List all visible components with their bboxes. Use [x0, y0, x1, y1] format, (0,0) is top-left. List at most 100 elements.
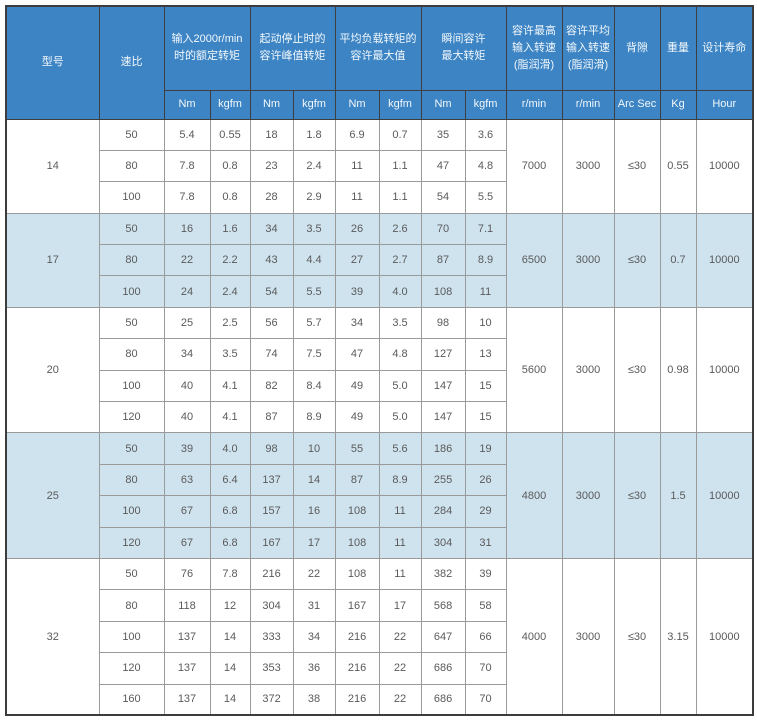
value-cell: 137 — [163, 652, 211, 685]
value-cell: 16 — [163, 212, 211, 246]
ratio-cell: 50 — [98, 118, 165, 151]
value-cell: 19 — [464, 432, 507, 465]
unit-kgfm-2: kgfm — [292, 89, 336, 120]
ratio-cell: 80 — [98, 244, 165, 277]
unit-arcsec: Arc Sec — [613, 89, 661, 120]
value-cell: 11 — [378, 557, 422, 591]
value-cell: 1.1 — [378, 149, 422, 183]
value-cell: 3.6 — [464, 118, 507, 151]
model-cell: 20 — [5, 306, 100, 434]
value-cell: 70 — [464, 652, 507, 685]
value-cell: 372 — [249, 683, 294, 716]
model-cell: 32 — [5, 557, 100, 716]
value-cell: 2.4 — [292, 149, 336, 183]
value-cell: 8.9 — [378, 463, 422, 497]
value-cell: 137 — [249, 463, 294, 497]
avg-input-speed-cell: 3000 — [561, 557, 615, 716]
value-cell: 98 — [420, 306, 466, 340]
value-cell: 27 — [334, 244, 380, 277]
value-cell: 108 — [334, 557, 380, 591]
value-cell: 11 — [464, 275, 507, 308]
header-avg-load-torque: 平均负载转矩的 容许最大值 — [334, 5, 422, 91]
table-row: 25 50 39 4.0 98 10 55 5.6 186 19 4800 3000 ≤30 1.5 100… — [5, 432, 754, 559]
model-cell: 25 — [5, 432, 100, 559]
value-cell: 38 — [292, 683, 336, 716]
ratio-cell: 100 — [98, 495, 165, 528]
value-cell: 47 — [334, 338, 380, 371]
value-cell: 216 — [334, 683, 380, 716]
value-cell: 6.8 — [209, 526, 251, 559]
unit-nm-2: Nm — [249, 89, 294, 120]
value-cell: 8.9 — [292, 401, 336, 434]
value-cell: 5.0 — [378, 369, 422, 403]
header-model: 型号 — [5, 5, 100, 120]
design-life-cell: 10000 — [695, 557, 754, 716]
header-rated-torque: 输入2000r/min 时的额定转矩 — [163, 5, 251, 91]
value-cell: 4.1 — [209, 369, 251, 403]
header-unit-row: Nm kgfm Nm kgfm Nm kgfm Nm kgfm r/min r/… — [6, 89, 754, 120]
unit-nm-1: Nm — [163, 89, 211, 120]
value-cell: 66 — [464, 620, 507, 654]
avg-input-speed-cell: 3000 — [561, 306, 615, 434]
value-cell: 4.8 — [464, 149, 507, 183]
header-backlash: 背隙 — [613, 5, 661, 91]
value-cell: 686 — [420, 652, 466, 685]
value-cell: 304 — [249, 589, 294, 622]
value-cell: 167 — [249, 526, 294, 559]
value-cell: 2.9 — [292, 181, 336, 214]
value-cell: 98 — [249, 432, 294, 465]
value-cell: 76 — [163, 557, 211, 591]
value-cell: 36 — [292, 652, 336, 685]
value-cell: 11 — [378, 495, 422, 528]
value-cell: 14 — [209, 620, 251, 654]
value-cell: 34 — [163, 338, 211, 371]
model-cell: 14 — [5, 118, 100, 214]
value-cell: 15 — [464, 369, 507, 403]
table-row: 32 50 76 7.8 216 22 108 11 382 39 4000 3000 ≤30 3.15 1… — [5, 557, 754, 716]
value-cell: 1.6 — [209, 212, 251, 246]
value-cell: 0.55 — [209, 118, 251, 151]
value-cell: 25 — [163, 306, 211, 340]
value-cell: 34 — [249, 212, 294, 246]
backlash-cell: ≤30 — [613, 557, 661, 716]
header-main-row: 型号 速比 输入2000r/min 时的额定转矩 起动停止时的 容许峰值转矩 平… — [5, 5, 754, 120]
ratio-cell: 100 — [98, 275, 165, 308]
value-cell: 6.4 — [209, 463, 251, 497]
value-cell: 13 — [464, 338, 507, 371]
value-cell: 5.6 — [378, 432, 422, 465]
value-cell: 67 — [163, 526, 211, 559]
value-cell: 87 — [420, 244, 466, 277]
value-cell: 22 — [378, 652, 422, 685]
backlash-cell: ≤30 — [613, 432, 661, 559]
value-cell: 11 — [378, 526, 422, 559]
ratio-cell: 80 — [98, 463, 165, 497]
avg-input-speed-cell: 3000 — [561, 118, 615, 214]
value-cell: 22 — [378, 683, 422, 716]
unit-kgfm-4: kgfm — [464, 89, 507, 120]
value-cell: 4.0 — [378, 275, 422, 308]
value-cell: 47 — [420, 149, 466, 183]
max-input-speed-cell: 5600 — [505, 306, 563, 434]
ratio-cell: 80 — [98, 589, 165, 622]
value-cell: 2.2 — [209, 244, 251, 277]
value-cell: 10 — [464, 306, 507, 340]
value-cell: 137 — [163, 620, 211, 654]
table-row: 100 67 6.8 157 16 108 11 284 29 — [6, 495, 753, 528]
value-cell: 6.9 — [334, 118, 380, 151]
header-momentary-torque: 瞬间容许 最大转矩 — [420, 5, 507, 91]
value-cell: 108 — [334, 526, 380, 559]
max-input-speed-cell: 7000 — [505, 118, 563, 214]
max-input-speed-cell: 6500 — [505, 212, 563, 308]
value-cell: 24 — [163, 275, 211, 308]
value-cell: 2.5 — [209, 306, 251, 340]
value-cell: 647 — [420, 620, 466, 654]
value-cell: 147 — [420, 401, 466, 434]
value-cell: 7.5 — [292, 338, 336, 371]
ratio-cell: 120 — [98, 652, 165, 685]
value-cell: 5.0 — [378, 401, 422, 434]
avg-input-speed-cell: 3000 — [561, 432, 615, 559]
table-row: 80 63 6.4 137 14 87 8.9 255 26 — [6, 463, 753, 497]
table-row: 120 40 4.1 87 8.9 49 5.0 147 15 — [6, 401, 753, 434]
table-row: 80 22 2.2 43 4.4 27 2.7 87 8.9 — [6, 244, 753, 277]
value-cell: 2.7 — [378, 244, 422, 277]
